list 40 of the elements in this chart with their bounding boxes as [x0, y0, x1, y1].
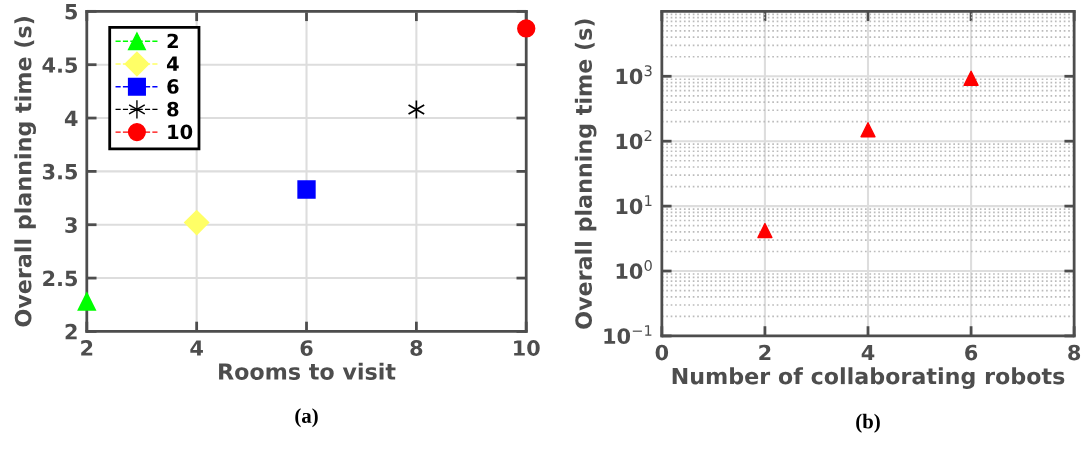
x-axis-title: Rooms to visit	[219, 362, 396, 380]
y-axis-title: Overall planning time (s)	[574, 19, 597, 329]
point	[184, 209, 210, 236]
y-tick-label: 10$^{0}$	[616, 259, 652, 280]
point	[297, 180, 316, 199]
legend-label: 6	[167, 79, 179, 94]
text: (b)	[856, 413, 880, 433]
point	[757, 222, 773, 239]
legend-label: 8	[167, 101, 179, 117]
x-tick-label: 2	[759, 344, 771, 361]
legend-label: 10	[168, 124, 193, 140]
point	[517, 19, 536, 38]
x-tick-label: 6	[965, 344, 978, 361]
y-tick-label: 4.5	[42, 57, 78, 73]
x-tick-label: 8	[1068, 344, 1081, 361]
y-axis-title: Overall planning time (s)	[14, 17, 37, 327]
x-tick-label: 4	[861, 344, 875, 361]
y-tick-label: 2.5	[43, 270, 78, 287]
point	[77, 292, 96, 311]
y-tick-label: 2	[65, 323, 77, 340]
x-tick-label: 0	[655, 344, 669, 361]
y-tick-label: 10$^{3}$	[616, 65, 652, 85]
x-tick-label: 4	[190, 340, 203, 356]
x-tick-label: 10	[514, 340, 540, 356]
y-tick-label: 3.5	[42, 163, 78, 180]
x-tick-label: 6	[300, 340, 313, 356]
y-tick-label: 3	[65, 217, 77, 233]
point	[860, 122, 876, 138]
y-tick-label: 4	[64, 110, 78, 126]
x-axis-title: Number of collaborating robots	[672, 367, 1065, 389]
point	[963, 70, 979, 86]
legend-label: 2	[167, 33, 178, 49]
y-tick-label: 10$^{−1}$	[604, 325, 652, 345]
y-tick-label: 10$^{2}$	[616, 130, 652, 150]
y-tick-label: 10$^{1}$	[616, 195, 652, 215]
x-tick-label: 8	[410, 340, 423, 356]
text: (a)	[295, 408, 318, 428]
legend-label: 4	[166, 56, 179, 71]
x-tick-label: 2	[81, 340, 93, 356]
y-tick-label: 5	[65, 4, 78, 20]
